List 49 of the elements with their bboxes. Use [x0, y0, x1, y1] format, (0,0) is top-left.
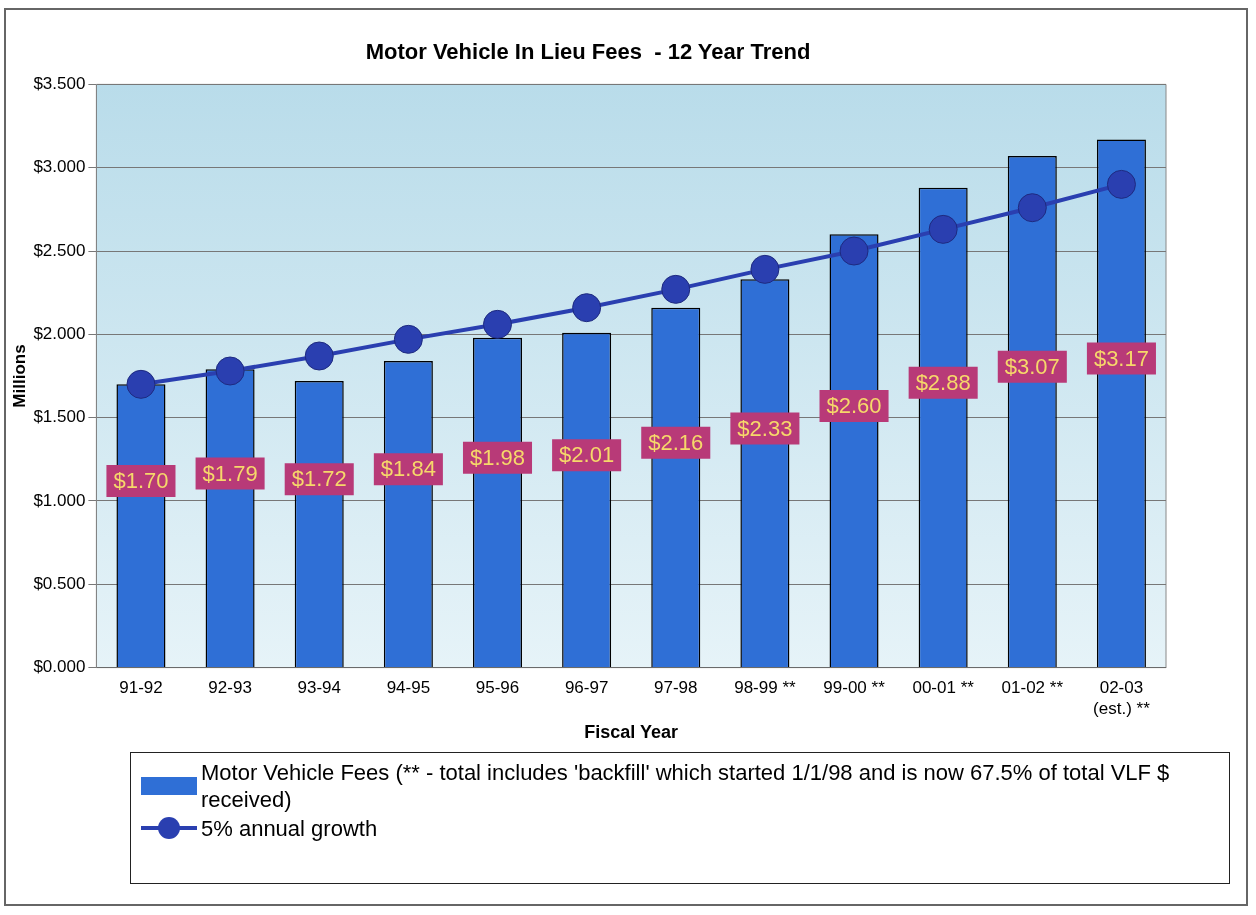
x-axis-title: Fiscal Year — [584, 722, 679, 743]
point — [393, 324, 423, 354]
point — [1106, 169, 1136, 199]
y-tick-label: $0.500 — [33, 573, 86, 593]
x-tick-label: 97-98 — [654, 678, 698, 698]
data-label: $2.33 — [737, 415, 793, 441]
legend-label: 5% annual growth — [201, 815, 378, 842]
point — [215, 356, 245, 386]
data-label: $2.16 — [648, 429, 704, 455]
data-label: $1.70 — [113, 468, 169, 494]
data-label: $2.01 — [559, 442, 615, 468]
x-tick-label: 02-03 (est.) ** — [1093, 678, 1151, 718]
point — [750, 254, 780, 284]
y-tick-label: $1.500 — [33, 407, 86, 427]
x-tick-label: 94-95 — [386, 678, 431, 698]
y-tick-label: $1.000 — [33, 490, 86, 510]
y-tick-label: $2.500 — [33, 240, 86, 260]
y-axis-title: Millions — [9, 344, 29, 408]
x-tick-label: 92-93 — [208, 678, 252, 698]
data-label: $3.17 — [1093, 345, 1149, 371]
data-label: $1.84 — [380, 456, 436, 482]
y-tick-label: $3.500 — [33, 74, 86, 94]
point — [661, 274, 691, 304]
point — [839, 236, 869, 266]
point — [928, 214, 958, 244]
legend-label: Motor Vehicle Fees (** - total includes 'backfill' which started 1/1/98 and is now 67.5% of total VLF $ received) — [201, 759, 1171, 813]
y-tick-label: $2.000 — [33, 324, 86, 344]
x-tick-label: 91-92 — [119, 678, 163, 698]
data-label: $3.07 — [1004, 353, 1060, 379]
data-label: $1.72 — [291, 466, 347, 492]
point — [304, 341, 334, 371]
x-tick-label: 99-00 ** — [823, 678, 886, 698]
data-label: $2.88 — [915, 369, 971, 395]
x-tick-label: 95-96 — [475, 678, 520, 698]
x-tick-label: 96-97 — [564, 678, 609, 698]
y-tick-label: $0.000 — [33, 657, 86, 677]
data-label: $2.60 — [826, 393, 882, 419]
point — [483, 309, 512, 339]
x-tick-label: 93-94 — [297, 678, 341, 698]
point — [572, 293, 602, 323]
data-label: $1.98 — [469, 444, 526, 470]
point — [1017, 193, 1047, 223]
chart-title: Motor Vehicle In Lieu Fees - 12 Year Trend — [365, 39, 811, 65]
y-tick-label: $3.000 — [33, 157, 86, 177]
data-label: $1.79 — [202, 460, 258, 486]
x-tick-label: 01-02 ** — [1001, 678, 1064, 698]
point — [126, 369, 156, 399]
x-tick-label: 98-99 ** — [734, 678, 796, 698]
x-tick-label: 00-01 ** — [912, 678, 975, 698]
